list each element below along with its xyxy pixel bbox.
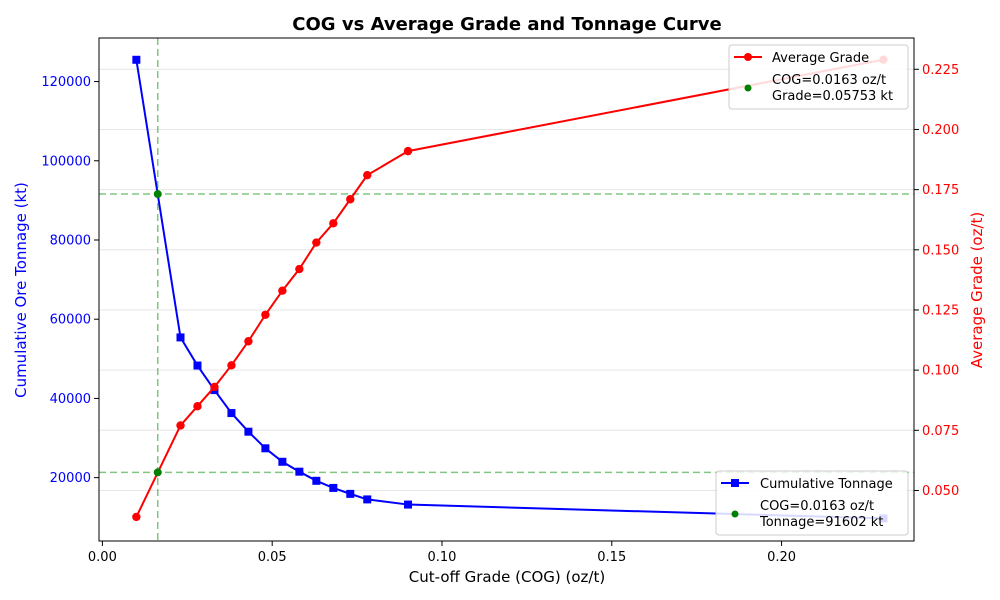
x-tick-label: 0.05	[258, 550, 287, 565]
cumulative-tonnage-point	[227, 409, 236, 418]
y-right-axis: 0.050 0.075 0.100 0.125 0.150 0.175 0.200 0.225	[914, 63, 959, 499]
average-grade-point	[261, 310, 270, 319]
cumulative-tonnage-point	[295, 467, 304, 476]
y-right-tick-label: 0.100	[922, 364, 959, 379]
y-right-tick-label: 0.150	[922, 243, 959, 258]
plot-frame	[98, 37, 915, 542]
legend-cumulative-tonnage-marker	[731, 479, 739, 487]
legend-cog-grade-line1: COG=0.0163 oz/t	[772, 73, 886, 88]
cumulative-tonnage-point	[329, 483, 338, 492]
y-right-tick-label: 0.200	[922, 123, 959, 138]
x-axis: 0.00 0.05 0.10 0.15 0.20	[88, 541, 796, 565]
average-grade-point	[193, 402, 202, 411]
legend-cumulative-tonnage-label: Cumulative Tonnage	[760, 477, 893, 492]
average-grade-point	[278, 286, 287, 295]
average-grade-point	[403, 146, 413, 156]
average-grade-point	[210, 382, 219, 392]
y-right-tick-label: 0.050	[922, 484, 959, 499]
cumulative-tonnage-point	[193, 361, 202, 370]
y-left-tick-label: 20000	[50, 471, 91, 486]
cog-point-left	[153, 190, 162, 199]
legend-cog-tonnage-dot	[731, 510, 739, 518]
cumulative-tonnage-point	[278, 457, 287, 466]
x-tick-label: 0.00	[88, 550, 117, 565]
y-left-tick-label: 80000	[50, 233, 91, 248]
cumulative-tonnage-point	[261, 444, 270, 453]
y-left-axis: 20000 40000 60000 80000 100000 120000	[41, 75, 99, 486]
y-left-tick-label: 60000	[50, 313, 91, 328]
legend-top-right-box	[728, 44, 909, 110]
x-tick-label: 0.15	[597, 550, 626, 565]
average-grade-point	[176, 421, 185, 430]
average-grade-point	[312, 238, 321, 247]
y-left-axis-label: Cumulative Ore Tonnage (kt)	[12, 182, 30, 398]
average-grade-point	[295, 264, 304, 274]
cog-point-right	[153, 468, 162, 477]
y-right-tick-label: 0.225	[922, 63, 959, 78]
average-grade-point	[244, 337, 253, 346]
x-axis-label: Cut-off Grade (COG) (oz/t)	[409, 568, 605, 586]
cumulative-tonnage-point	[404, 500, 413, 509]
y-right-axis-label: Average Grade (oz/t)	[968, 212, 986, 369]
legend-bottom-right-box	[715, 470, 909, 536]
average-grade-point	[132, 512, 141, 522]
series-layer	[132, 55, 888, 523]
cumulative-tonnage-point	[346, 489, 355, 498]
cumulative-tonnage-point	[132, 55, 141, 64]
x-tick-label: 0.20	[767, 550, 796, 565]
cumulative-tonnage-point	[244, 427, 253, 436]
cumulative-tonnage-point	[176, 333, 185, 342]
cumulative-tonnage-point	[312, 476, 321, 485]
legend-cog-grade-dot	[744, 84, 752, 92]
chart-title: COG vs Average Grade and Tonnage Curve	[292, 14, 721, 35]
legend-top-right: Average Grade COG=0.0163 oz/t Grade=0.05…	[728, 44, 909, 110]
legend-average-grade-marker	[744, 53, 752, 61]
grid-lines	[99, 68, 914, 491]
legend-bottom-right: Cumulative Tonnage COG=0.0163 oz/t Tonna…	[715, 470, 909, 536]
average-grade-point	[363, 170, 372, 180]
x-tick-label: 0.10	[428, 550, 457, 565]
y-left-tick-label: 100000	[41, 154, 91, 169]
legend-cog-tonnage-line2: Tonnage=91602 kt	[759, 515, 883, 530]
legend-cog-tonnage-line1: COG=0.0163 oz/t	[760, 499, 874, 514]
y-left-tick-label: 120000	[41, 75, 91, 90]
reference-lines	[99, 38, 914, 541]
legend-average-grade-label: Average Grade	[772, 51, 869, 66]
y-right-tick-label: 0.125	[922, 303, 959, 318]
y-right-tick-label: 0.075	[922, 424, 959, 439]
average-grade-point	[329, 219, 338, 228]
y-left-tick-label: 40000	[50, 392, 91, 407]
average-grade-point	[227, 361, 236, 370]
average-grade-point	[346, 195, 355, 204]
y-right-tick-label: 0.175	[922, 183, 959, 198]
legend-cog-grade-line2: Grade=0.05753 kt	[772, 89, 893, 104]
cumulative-tonnage-point	[363, 495, 372, 504]
